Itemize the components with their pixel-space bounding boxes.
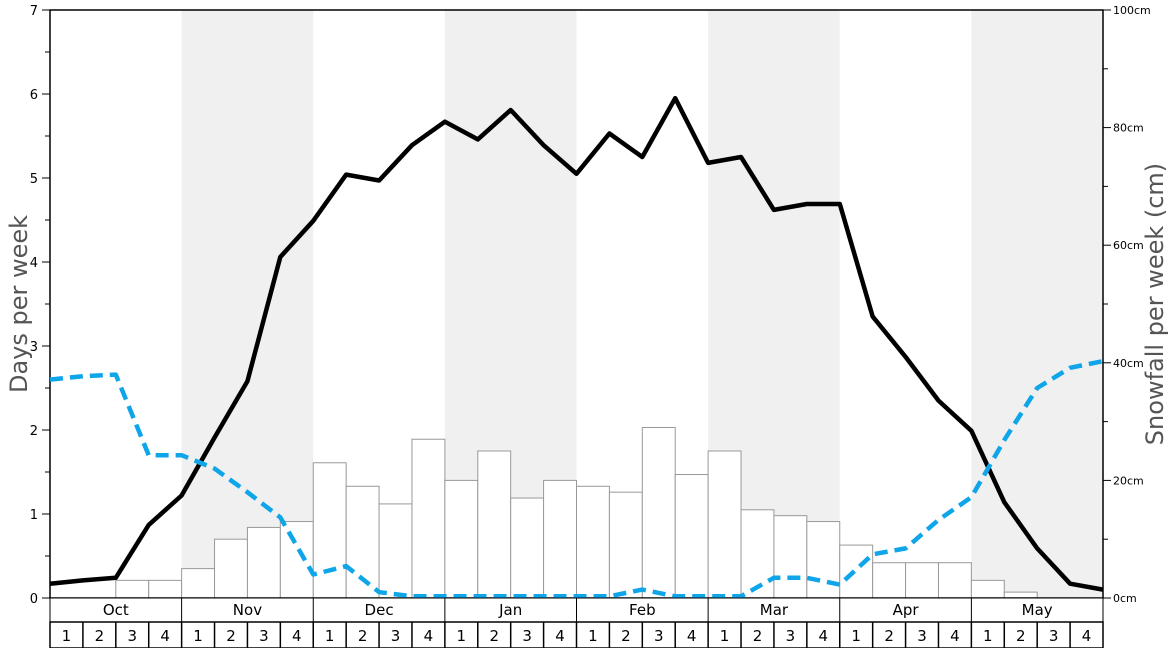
week-label: 3 — [786, 627, 796, 645]
left-tick-label: 4 — [30, 256, 38, 271]
snowfall-bar — [1003, 591, 1038, 599]
week-label: 2 — [358, 627, 368, 645]
snowfall-bar — [148, 579, 183, 599]
right-tick-label: 60cm — [1113, 239, 1144, 252]
right-tick-label: 0cm — [1113, 592, 1137, 605]
week-label: 4 — [555, 627, 565, 645]
right-tick-label: 100cm — [1113, 4, 1151, 17]
snowfall-bar — [444, 479, 479, 599]
week-label: 3 — [127, 627, 137, 645]
week-label: 4 — [819, 627, 829, 645]
snowfall-bar — [905, 562, 939, 599]
right-tick-label: 40cm — [1113, 357, 1144, 370]
week-axis: 1 2 3 4 1 2 3 4 1 2 3 4 1 2 3 4 1 2 3 4 1 2 3 4 1 2 3 4 1 2 3 4 — [49, 621, 1104, 648]
week-label: 2 — [621, 627, 631, 645]
left-tick-label: 6 — [30, 88, 38, 103]
left-tick-label: 1 — [30, 508, 38, 523]
month-label: Mar — [760, 601, 789, 619]
snowfall-bar — [181, 568, 216, 599]
snowfall-bar — [543, 479, 577, 599]
snowfall-bar — [378, 503, 413, 599]
week-label: 1 — [193, 627, 203, 645]
week-label: 2 — [489, 627, 499, 645]
left-tick-label: 7 — [30, 4, 38, 19]
snowfall-bar — [773, 515, 808, 599]
week-label: 2 — [95, 627, 105, 645]
week-label: 3 — [259, 627, 269, 645]
snowfall-bar — [246, 526, 281, 599]
snowfall-bar — [937, 562, 972, 599]
week-label: 1 — [851, 627, 861, 645]
week-label: 3 — [1049, 627, 1059, 645]
shade-nov — [181, 10, 314, 598]
month-axis: Oct Nov Dec Jan Feb Mar Apr May — [49, 597, 1104, 623]
snowfall-bar — [411, 438, 446, 599]
week-label: 2 — [884, 627, 894, 645]
left-tick-label: 3 — [30, 340, 38, 355]
left-tick-label: 2 — [30, 424, 38, 439]
week-label: 4 — [950, 627, 960, 645]
week-label: 1 — [325, 627, 335, 645]
right-tick-label: 20cm — [1113, 474, 1144, 487]
snowfall-bar — [608, 491, 643, 599]
month-label: Oct — [103, 601, 129, 619]
week-label: 4 — [292, 627, 302, 645]
month-label: Jan — [498, 601, 522, 619]
month-label: May — [1022, 601, 1053, 619]
snowfall-bar — [872, 562, 907, 599]
month-label: Nov — [233, 601, 262, 619]
solid-line — [49, 95, 1104, 592]
month-label: Apr — [893, 601, 920, 619]
week-label: 4 — [160, 627, 170, 645]
shade-may — [971, 10, 1103, 598]
left-axis: 0 1 2 3 4 5 6 7 — [30, 4, 50, 607]
week-label: 3 — [522, 627, 532, 645]
snowfall-bar — [576, 485, 610, 599]
snowfall-bar — [641, 426, 676, 599]
right-axis: 0cm 20cm 40cm 60cm 80cm 100cm — [1103, 4, 1151, 605]
month-label: Feb — [629, 601, 656, 619]
snowfall-bar — [806, 521, 841, 599]
week-label: 1 — [588, 627, 598, 645]
left-axis-label: Days per week — [5, 215, 33, 393]
day-lines — [49, 95, 1104, 599]
dashed-line — [49, 358, 1104, 599]
week-label: 2 — [226, 627, 236, 645]
week-label: 1 — [983, 627, 993, 645]
snowfall-bar — [707, 450, 742, 599]
month-label: Dec — [365, 601, 394, 619]
week-label: 1 — [62, 627, 72, 645]
week-label: 4 — [1082, 627, 1092, 645]
snowfall-bar — [312, 462, 347, 599]
right-tick-label: 80cm — [1113, 122, 1144, 135]
week-label: 1 — [457, 627, 467, 645]
snowfall-bar — [214, 538, 248, 599]
week-label: 4 — [424, 627, 434, 645]
snowfall-bar — [477, 450, 512, 599]
week-label: 1 — [720, 627, 730, 645]
week-label: 2 — [1016, 627, 1026, 645]
snowfall-bar — [279, 521, 314, 599]
week-label: 2 — [753, 627, 763, 645]
snowfall-bar — [674, 474, 709, 599]
snowfall-bar — [510, 497, 545, 599]
month-shading — [181, 10, 1103, 598]
week-label: 3 — [654, 627, 664, 645]
snowfall-bar — [740, 509, 775, 599]
left-tick-label: 5 — [30, 172, 38, 187]
snowfall-bar — [970, 579, 1005, 599]
week-label: 4 — [687, 627, 697, 645]
snowfall-bar — [115, 579, 150, 599]
week-label: 3 — [917, 627, 927, 645]
right-axis-label: Snowfall per week (cm) — [1141, 163, 1168, 445]
left-tick-label: 0 — [30, 592, 38, 607]
week-label: 3 — [391, 627, 401, 645]
snowfall-bar — [839, 544, 874, 599]
